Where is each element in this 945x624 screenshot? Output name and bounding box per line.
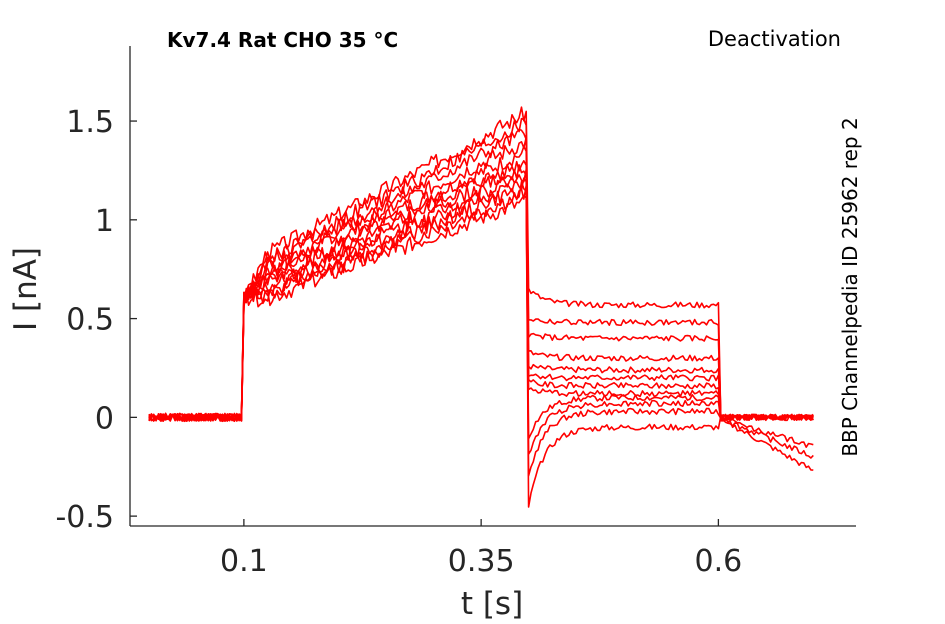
trace-group: [148, 106, 815, 508]
series-line: [148, 136, 814, 423]
x-tick-label: 0.6: [695, 544, 743, 579]
x-tick-label: 0.35: [448, 544, 515, 579]
x-axis-label: t [s]: [461, 586, 523, 622]
series-line: [148, 106, 814, 423]
chart-title: Kv7.4 Rat CHO 35 °C: [167, 28, 398, 52]
y-tick-label: 1.5: [66, 105, 114, 140]
series-line: [148, 185, 814, 477]
series-line: [148, 180, 814, 455]
chart-subtitle: Deactivation: [708, 27, 841, 51]
y-tick-label: -0.5: [55, 500, 114, 535]
y-tick-label: 0: [95, 401, 114, 436]
y-axis-label: I [nA]: [8, 247, 44, 331]
series-line: [148, 194, 814, 508]
x-ticks: 0.1 0.35 0.6: [220, 519, 742, 579]
series-line: [148, 168, 814, 423]
x-tick-label: 0.1: [220, 544, 268, 579]
series-line: [148, 145, 814, 422]
y-tick-label: 0.5: [66, 303, 114, 338]
series-line: [148, 128, 815, 422]
side-annotation: BBP Channelpedia ID 25962 rep 2: [838, 117, 862, 456]
y-tick-label: 1: [95, 204, 114, 239]
y-ticks: -0.5 0 0.5 1 1.5: [55, 105, 137, 535]
